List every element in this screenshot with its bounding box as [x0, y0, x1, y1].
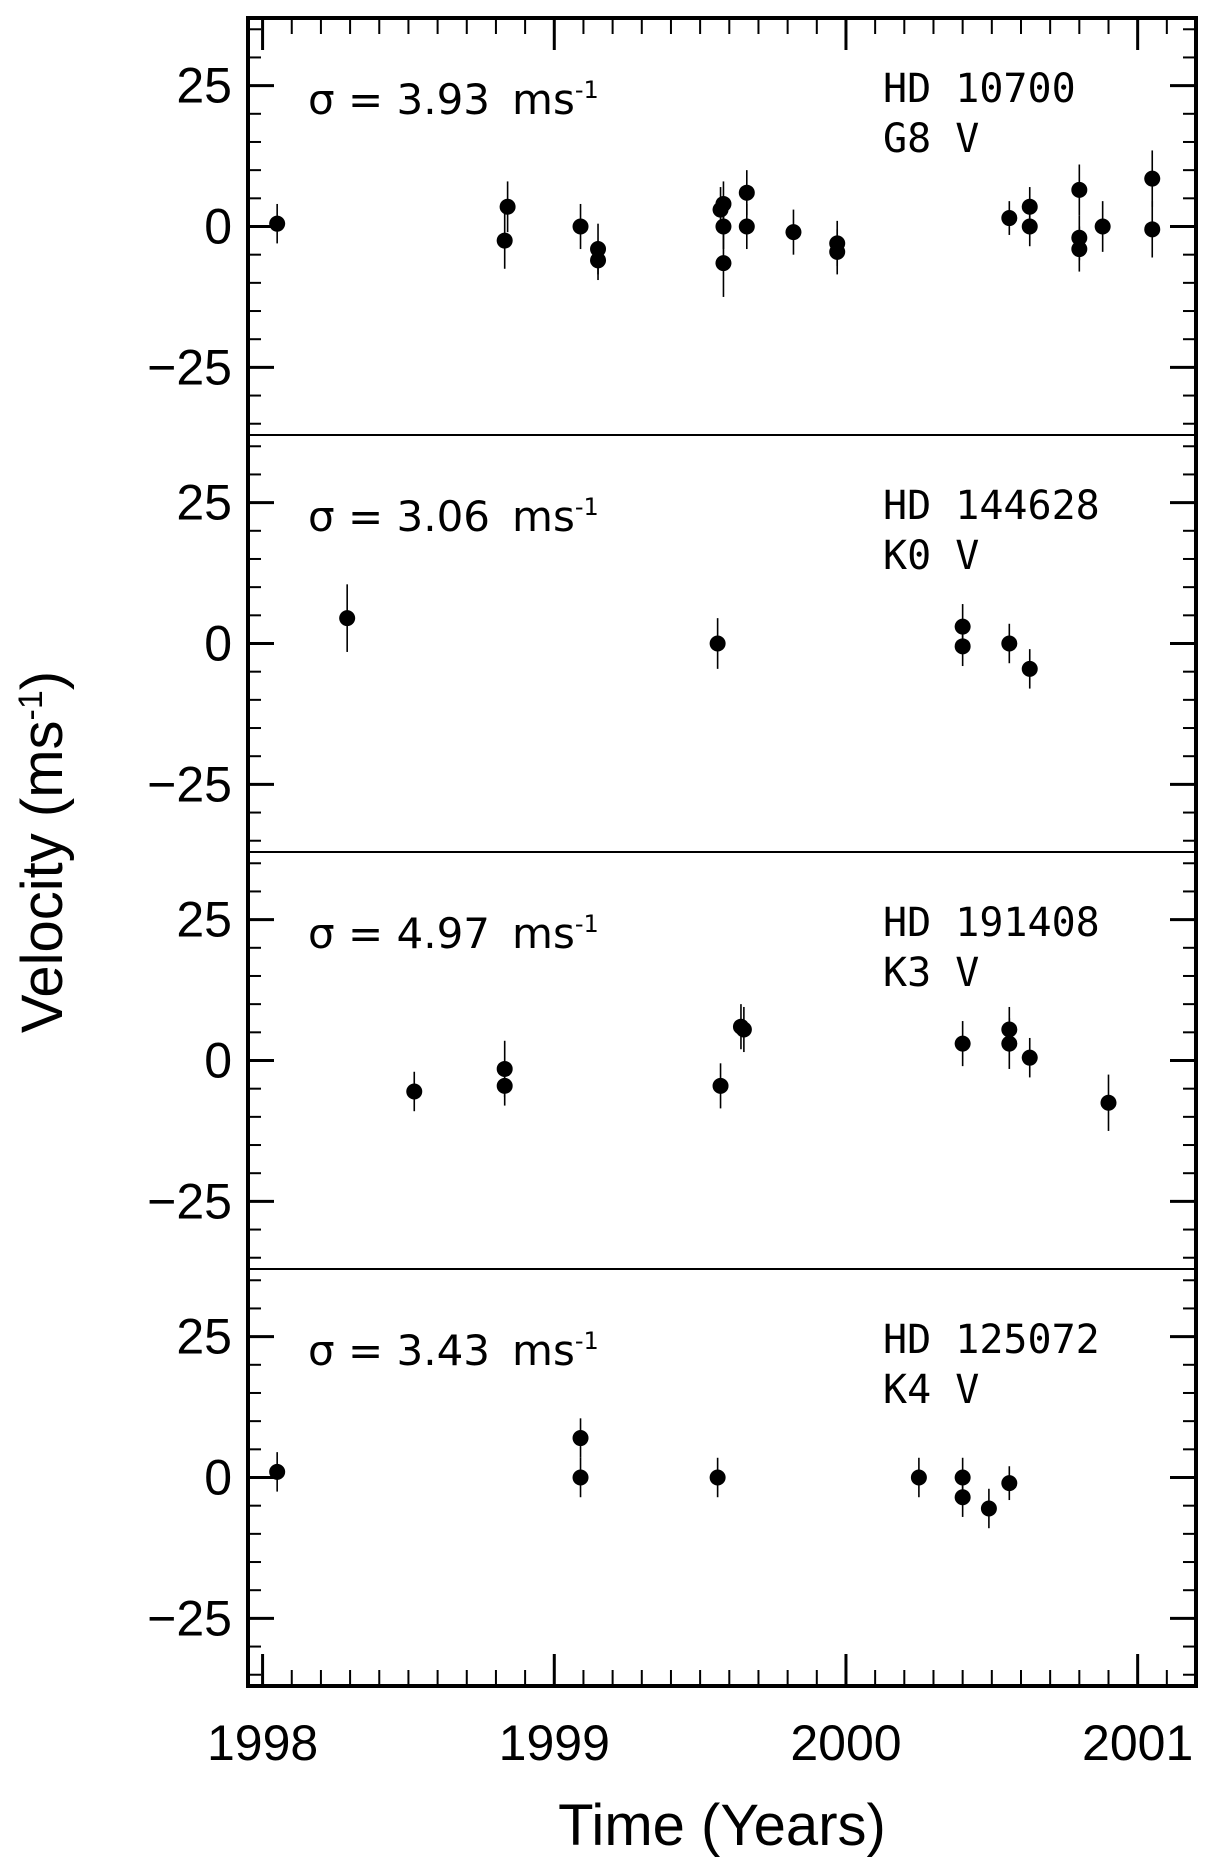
y-axis-title-main: Velocity (ms — [10, 720, 75, 1033]
data-point — [735, 1021, 752, 1038]
y-tick-label: −25 — [147, 1590, 232, 1646]
data-point — [709, 1469, 726, 1486]
sigma-unit: ms — [512, 909, 575, 958]
y-tick-label: −25 — [147, 1173, 232, 1229]
data-point — [1021, 660, 1038, 677]
sigma-value: 3.43 — [397, 1326, 491, 1375]
sigma-value: 3.93 — [397, 75, 491, 124]
sigma-annotation: σ = 3.43 ms-1 — [308, 1326, 599, 1375]
data-point — [1021, 1049, 1038, 1066]
y-axis-title: Velocity (ms-1) — [10, 671, 75, 1033]
axis-ticks — [248, 18, 1197, 1686]
data-point — [954, 1035, 971, 1052]
star-name: HD 191408 — [883, 900, 1100, 946]
data-point — [1071, 181, 1088, 198]
data-point — [496, 232, 513, 249]
data-point — [269, 1463, 286, 1480]
data-point — [572, 1469, 589, 1486]
sigma-unit: ms — [512, 75, 575, 124]
data-point — [1021, 218, 1038, 235]
data-point — [980, 1500, 997, 1517]
data-point — [1071, 241, 1088, 258]
data-point — [910, 1469, 927, 1486]
data-point — [715, 255, 732, 272]
spectral-type: K0 V — [883, 533, 979, 579]
data-point — [269, 215, 286, 232]
data-point — [738, 184, 755, 201]
data-point — [572, 218, 589, 235]
sigma-unit: ms — [512, 1326, 575, 1375]
x-tick-label: 2001 — [1082, 1715, 1193, 1771]
sigma-prefix: σ = — [308, 75, 397, 124]
data-point — [339, 610, 356, 627]
y-axis-title-sup: -1 — [12, 690, 50, 720]
data-point — [709, 635, 726, 652]
y-tick-label: 0 — [204, 1033, 232, 1089]
data-point — [590, 252, 607, 269]
y-tick-label: 25 — [176, 1309, 232, 1365]
data-point — [1001, 1475, 1018, 1492]
y-tick-label: −25 — [147, 756, 232, 812]
y-tick-label: 0 — [204, 616, 232, 672]
data-point — [715, 218, 732, 235]
data-points — [269, 150, 1161, 1529]
data-point — [712, 1077, 729, 1094]
data-point — [954, 638, 971, 655]
sigma-unit-sup: -1 — [575, 76, 599, 104]
sigma-unit: ms — [512, 492, 575, 541]
y-tick-label: −25 — [147, 339, 232, 395]
sigma-annotation: σ = 4.97 ms-1 — [308, 909, 599, 958]
star-name: HD 144628 — [883, 483, 1100, 529]
data-point — [1001, 1035, 1018, 1052]
x-tick-label: 1998 — [207, 1715, 318, 1771]
y-axis-title-close: ) — [10, 671, 75, 690]
data-point — [829, 243, 846, 260]
data-point — [1094, 218, 1111, 235]
sigma-prefix: σ = — [308, 492, 397, 541]
y-tick-label: 25 — [176, 58, 232, 114]
data-point — [785, 224, 802, 241]
spectral-type: K3 V — [883, 950, 979, 996]
x-tick-label: 1999 — [499, 1715, 610, 1771]
sigma-prefix: σ = — [308, 1326, 397, 1375]
spectral-type: K4 V — [883, 1367, 979, 1413]
data-point — [1144, 170, 1161, 187]
y-tick-label: 25 — [176, 892, 232, 948]
data-point — [954, 1489, 971, 1506]
y-tick-label: 25 — [176, 475, 232, 531]
sigma-unit-sup: -1 — [575, 1327, 599, 1355]
sigma-annotation: σ = 3.06 ms-1 — [308, 492, 599, 541]
data-point — [572, 1430, 589, 1447]
x-tick-label: 2000 — [790, 1715, 901, 1771]
data-point — [738, 218, 755, 235]
data-point — [499, 198, 516, 215]
y-tick-label: 0 — [204, 199, 232, 255]
sigma-unit-sup: -1 — [575, 910, 599, 938]
sigma-annotation: σ = 3.93 ms-1 — [308, 75, 599, 124]
sigma-value: 4.97 — [397, 909, 491, 958]
tick-labels: 25 0 −25 25 0 −25 25 0 −25 25 0 −25 1998 1999 2000 2001 — [147, 58, 1193, 1771]
sigma-unit-sup: -1 — [575, 493, 599, 521]
data-point — [496, 1077, 513, 1094]
star-name: HD 125072 — [883, 1317, 1100, 1363]
data-point — [406, 1083, 423, 1100]
panel-separators — [248, 434, 1196, 1270]
data-point — [1001, 210, 1018, 227]
data-point — [1001, 635, 1018, 652]
sigma-prefix: σ = — [308, 909, 397, 958]
x-axis-title: Time (Years) — [558, 1793, 886, 1858]
star-name: HD 10700 — [883, 66, 1076, 112]
spectral-type: G8 V — [883, 116, 979, 162]
sigma-value: 3.06 — [397, 492, 491, 541]
y-tick-label: 0 — [204, 1450, 232, 1506]
data-point — [1100, 1094, 1117, 1111]
data-point — [1144, 221, 1161, 238]
